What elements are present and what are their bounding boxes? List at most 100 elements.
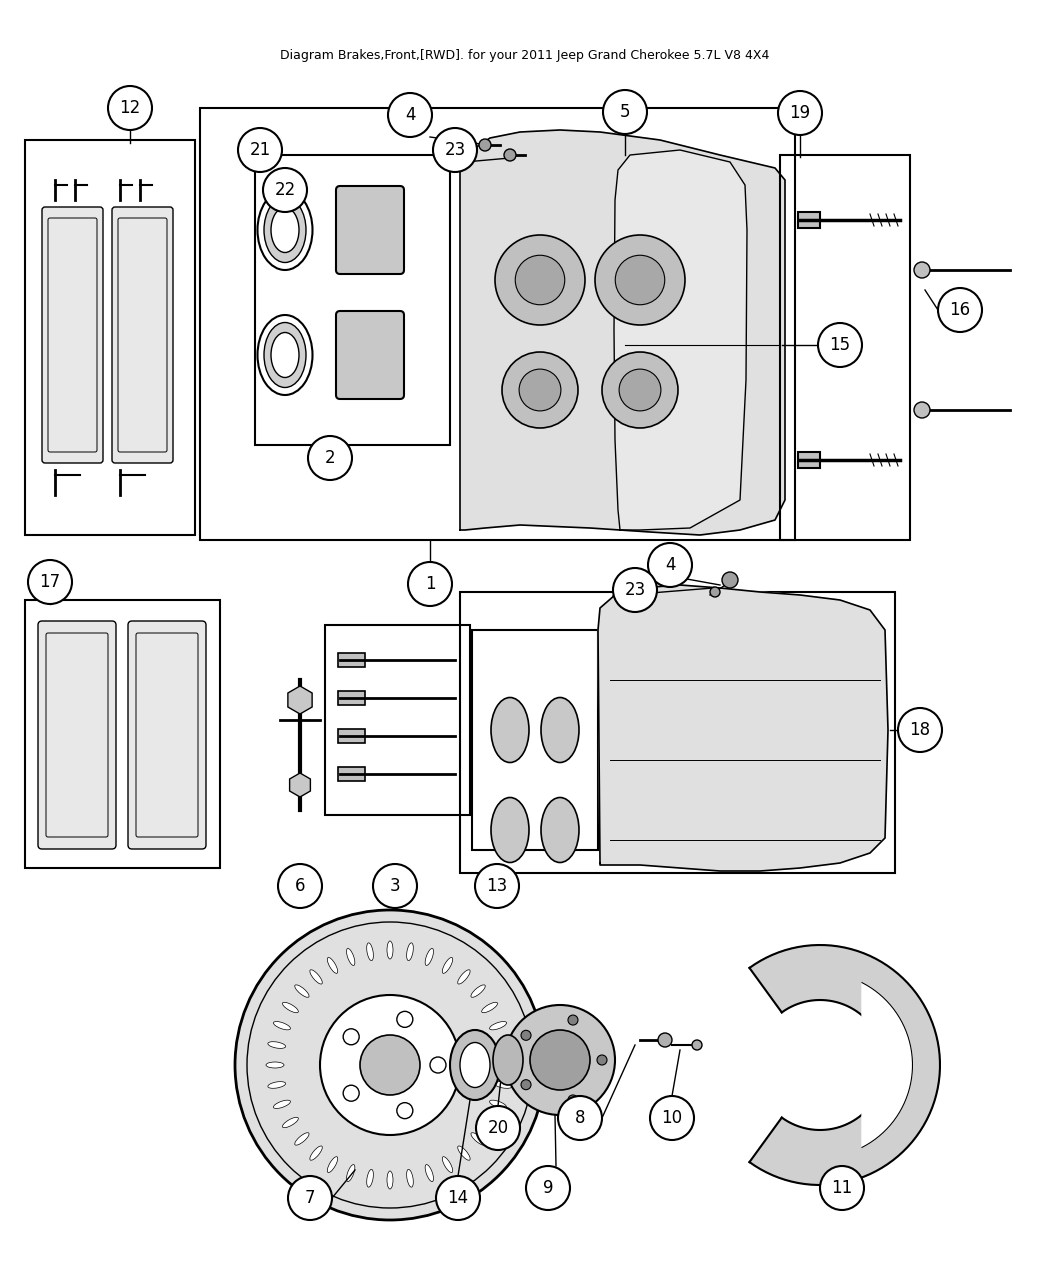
Text: 22: 22 [274, 181, 296, 199]
Circle shape [526, 1167, 570, 1210]
Text: 16: 16 [949, 301, 970, 319]
Polygon shape [290, 773, 311, 797]
Ellipse shape [346, 949, 355, 965]
Text: 14: 14 [447, 1190, 468, 1207]
Circle shape [28, 560, 72, 604]
Circle shape [235, 910, 545, 1220]
Ellipse shape [460, 1043, 490, 1088]
Circle shape [476, 1105, 520, 1150]
Text: 9: 9 [543, 1179, 553, 1197]
Ellipse shape [471, 984, 485, 997]
Text: 23: 23 [625, 581, 646, 599]
Ellipse shape [273, 1100, 291, 1108]
Ellipse shape [310, 1146, 322, 1160]
Circle shape [436, 1176, 480, 1220]
Circle shape [430, 1057, 446, 1074]
Circle shape [615, 255, 665, 305]
Bar [326, 625, 470, 815]
Circle shape [238, 128, 282, 172]
Text: 6: 6 [295, 877, 306, 895]
Circle shape [898, 708, 942, 752]
Text: 10: 10 [662, 1109, 682, 1127]
Text: 15: 15 [830, 337, 850, 354]
Circle shape [502, 352, 578, 428]
Ellipse shape [442, 1156, 453, 1173]
Ellipse shape [458, 970, 470, 984]
Ellipse shape [282, 1002, 298, 1012]
Circle shape [308, 436, 352, 479]
Polygon shape [750, 945, 940, 1184]
Circle shape [603, 91, 647, 134]
Ellipse shape [257, 315, 313, 395]
Circle shape [479, 139, 491, 150]
Bar [25, 601, 220, 868]
Ellipse shape [458, 1146, 470, 1160]
Ellipse shape [450, 1030, 500, 1100]
Circle shape [820, 1167, 864, 1210]
Bar [338, 729, 365, 743]
Ellipse shape [295, 1132, 309, 1145]
Circle shape [648, 543, 692, 586]
Circle shape [360, 1035, 420, 1095]
Text: 4: 4 [404, 106, 415, 124]
Circle shape [613, 567, 657, 612]
Ellipse shape [482, 1117, 498, 1127]
Ellipse shape [271, 333, 299, 377]
Circle shape [373, 864, 417, 908]
Bar [338, 768, 365, 782]
Bar [780, 156, 910, 541]
Ellipse shape [495, 1042, 512, 1048]
Ellipse shape [295, 984, 309, 997]
FancyBboxPatch shape [336, 311, 404, 399]
Ellipse shape [266, 1062, 284, 1068]
Text: 17: 17 [40, 572, 61, 592]
Text: 19: 19 [790, 105, 811, 122]
FancyBboxPatch shape [128, 621, 206, 849]
Circle shape [475, 864, 519, 908]
Ellipse shape [406, 1169, 414, 1187]
Circle shape [288, 1176, 332, 1220]
Text: 7: 7 [304, 1190, 315, 1207]
Text: 11: 11 [832, 1179, 853, 1197]
Ellipse shape [471, 1132, 485, 1145]
Ellipse shape [406, 944, 414, 960]
Circle shape [914, 261, 930, 278]
Ellipse shape [366, 944, 374, 960]
Bar [200, 108, 795, 541]
Circle shape [602, 352, 678, 428]
Ellipse shape [442, 958, 453, 973]
Text: 23: 23 [444, 142, 465, 159]
Ellipse shape [425, 949, 434, 965]
Ellipse shape [328, 958, 338, 973]
Ellipse shape [489, 1021, 506, 1030]
Circle shape [692, 1040, 702, 1051]
Text: 1: 1 [424, 575, 436, 593]
Polygon shape [598, 585, 888, 871]
Circle shape [620, 368, 660, 411]
Text: Diagram Brakes,Front,[RWD]. for your 2011 Jeep Grand Cherokee 5.7L V8 4X4: Diagram Brakes,Front,[RWD]. for your 201… [280, 48, 770, 61]
Circle shape [778, 91, 822, 135]
Circle shape [397, 1103, 413, 1118]
Polygon shape [862, 983, 912, 1148]
Ellipse shape [387, 1170, 393, 1190]
Circle shape [568, 1095, 578, 1105]
Text: 18: 18 [909, 720, 930, 739]
Text: 8: 8 [574, 1109, 585, 1127]
Circle shape [516, 255, 565, 305]
Circle shape [495, 235, 585, 325]
Circle shape [658, 1033, 672, 1047]
Bar [25, 140, 195, 536]
Polygon shape [288, 686, 312, 714]
Circle shape [408, 562, 452, 606]
Ellipse shape [268, 1042, 286, 1048]
Bar [338, 653, 365, 667]
Circle shape [521, 1030, 531, 1040]
Bar [338, 691, 365, 705]
Text: 5: 5 [620, 103, 630, 121]
Ellipse shape [310, 970, 322, 984]
Ellipse shape [494, 1035, 523, 1085]
Text: 12: 12 [120, 99, 141, 117]
Circle shape [568, 1015, 578, 1025]
Circle shape [397, 1011, 413, 1028]
Text: 2: 2 [324, 449, 335, 467]
